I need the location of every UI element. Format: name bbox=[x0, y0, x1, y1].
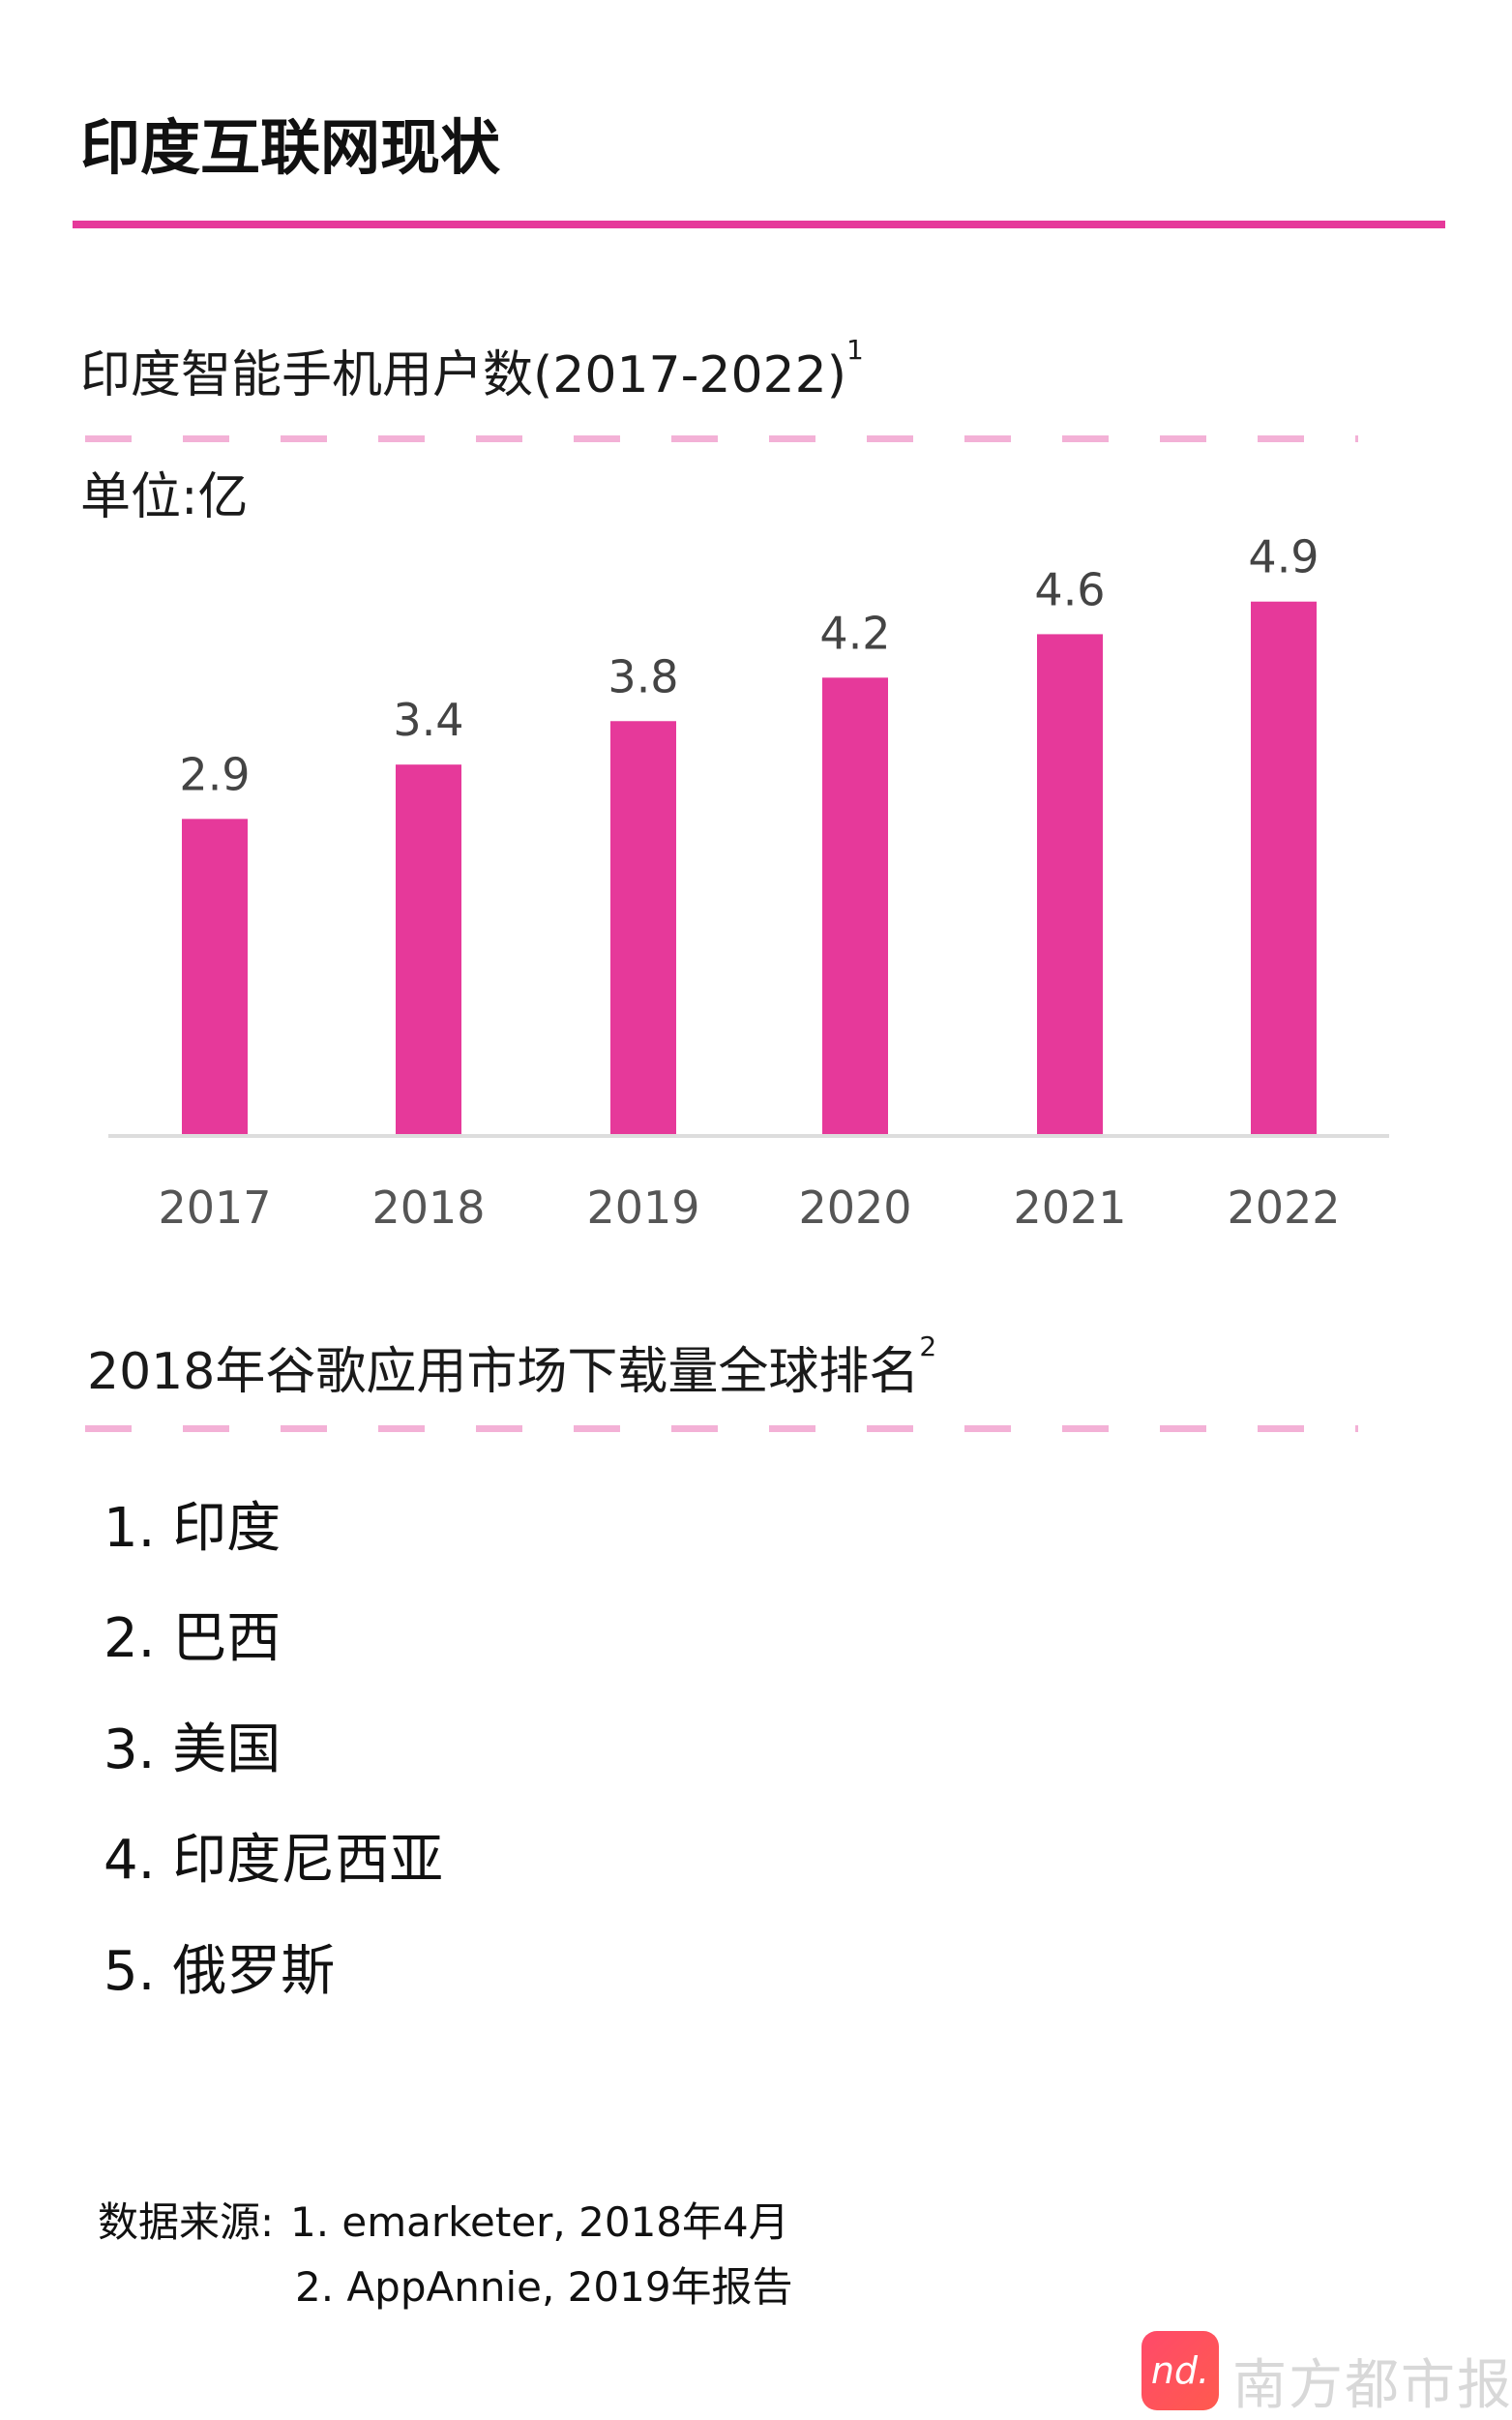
x-tick-label: 2021 bbox=[1013, 1181, 1126, 1234]
bar bbox=[182, 819, 248, 1134]
title-divider bbox=[73, 221, 1445, 228]
dashed-divider bbox=[85, 435, 1358, 442]
bar-chart: 2.9 2017 3.4 2018 3.8 2019 4.2 2020 4.6 2021 4.9 20… bbox=[108, 531, 1389, 1234]
chart-title-text: 印度智能手机用户数(2017-2022) bbox=[80, 346, 847, 404]
ranking-title-text: 2018年谷歌应用市场下载量全球排名 bbox=[87, 1343, 920, 1401]
ranking-title: 2018年谷歌应用市场下载量全球排名2 bbox=[87, 1333, 936, 1398]
data-label: 3.8 bbox=[608, 650, 678, 702]
dashed-divider bbox=[85, 1425, 1358, 1432]
x-tick-label: 2022 bbox=[1227, 1181, 1340, 1234]
data-label: 4.9 bbox=[1248, 531, 1319, 583]
x-tick-label: 2018 bbox=[371, 1181, 485, 1234]
ranking-item: 2. 巴西 bbox=[104, 1607, 282, 1670]
ranking-item: 4. 印度尼西亚 bbox=[104, 1829, 444, 1892]
bar bbox=[396, 764, 461, 1134]
ranking-item: 1. 印度 bbox=[104, 1497, 282, 1560]
data-label: 2.9 bbox=[179, 748, 250, 800]
x-tick-label: 2017 bbox=[158, 1181, 271, 1234]
brand-watermark: 南方都市报 bbox=[1232, 2354, 1512, 2417]
data-label: 4.2 bbox=[819, 607, 890, 659]
bar bbox=[610, 721, 676, 1134]
data-label: 4.6 bbox=[1034, 563, 1105, 615]
sources-label: 数据来源: bbox=[98, 2198, 275, 2246]
bar bbox=[1037, 634, 1103, 1134]
data-label: 3.4 bbox=[393, 694, 463, 746]
x-tick-label: 2019 bbox=[586, 1181, 699, 1234]
footnote-marker: 2 bbox=[919, 1330, 937, 1362]
footnote-marker: 1 bbox=[846, 334, 864, 366]
unit-label: 单位:亿 bbox=[80, 468, 249, 526]
source-line: 2. AppAnnie, 2019年报告 bbox=[295, 2263, 793, 2311]
page-title: 印度互联网现状 bbox=[80, 112, 501, 183]
ranking-item: 3. 美国 bbox=[104, 1718, 282, 1781]
x-tick-label: 2020 bbox=[798, 1181, 911, 1234]
ranking-item: 5. 俄罗斯 bbox=[104, 1940, 336, 2003]
chart-title: 印度智能手机用户数(2017-2022)1 bbox=[80, 337, 864, 402]
logo-icon: nd. bbox=[1141, 2331, 1219, 2410]
bar bbox=[1251, 601, 1317, 1134]
bar bbox=[822, 677, 888, 1134]
source-line: 1. emarketer, 2018年4月 bbox=[290, 2198, 789, 2246]
